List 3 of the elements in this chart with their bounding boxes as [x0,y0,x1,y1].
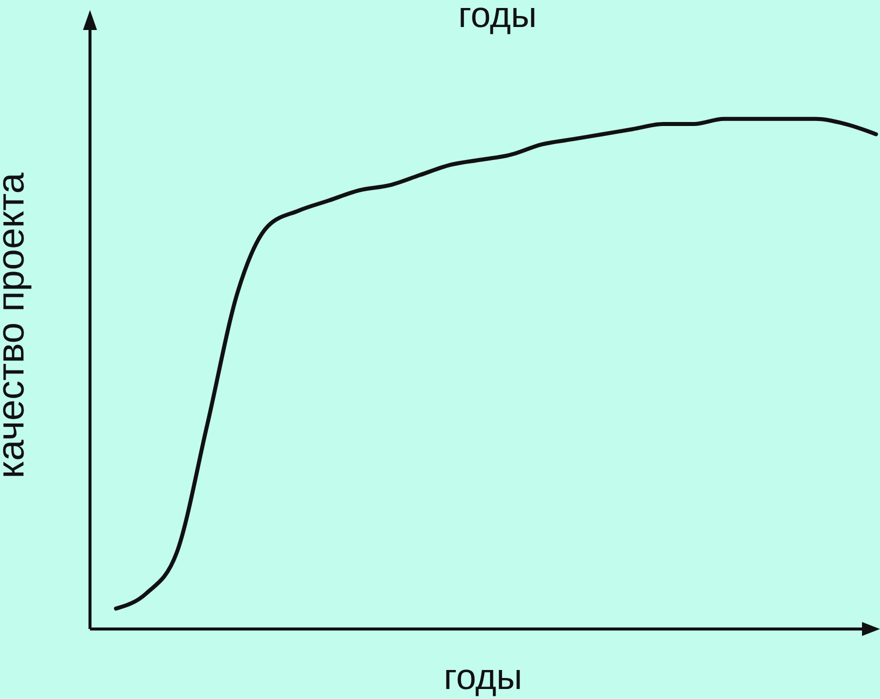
chart-title: годы [457,0,538,36]
y-axis-title: качество проекта [0,172,32,478]
x-axis-title: годы [444,656,522,697]
